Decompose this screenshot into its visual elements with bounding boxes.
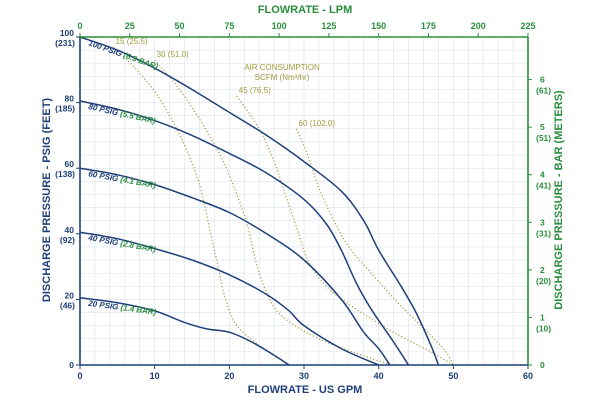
x-top-tick-label: 75: [224, 21, 234, 31]
air-consumption-line-label: 60 (102.0): [299, 119, 336, 128]
x-bottom-axis-title: FLOWRATE - US GPM: [248, 384, 363, 396]
y-right-tick-label: 4: [540, 170, 545, 180]
y-right-tick-label: 5: [540, 122, 545, 132]
x-top-tick-label: 50: [175, 21, 185, 31]
x-top-tick-label: 225: [520, 21, 535, 31]
tick-labels: 0 10 20 30 40 50 600 25 50 75 100 125 150 175 200 22510…: [55, 21, 551, 381]
x-bottom-tick-label: 10: [150, 371, 160, 381]
air-consumption-units: SCFM (Nm³/hr): [255, 73, 310, 82]
y-right-axis-title: DISCHARGE PRESSURE - BAR (METERS): [553, 90, 565, 310]
x-top-tick-label: 125: [321, 21, 336, 31]
y-left-tick-label: 20: [65, 290, 75, 300]
air-consumption-title: AIR CONSUMPTION: [244, 63, 320, 72]
y-left-tick-sublabel: (185): [55, 104, 75, 114]
x-bottom-tick-label: 20: [224, 371, 234, 381]
y-right-tick-label: 1: [540, 312, 545, 322]
x-bottom-tick-label: 60: [523, 371, 533, 381]
y-left-tick-label: 0: [69, 360, 74, 370]
performance-curve-3: [79, 167, 391, 366]
y-right-tick-sublabel: (51): [536, 133, 551, 143]
performance-curve-label: 20 PSIG (1.4 BAR): [87, 299, 157, 317]
performance-curves: [79, 36, 440, 366]
air-consumption-line-label: 30 (51.0): [157, 50, 189, 59]
performance-curve-label: 40 PSIG (2.8 BAR): [87, 233, 157, 254]
y-left-tick-label: 100: [60, 28, 74, 38]
x-top-tick-label: 175: [421, 21, 436, 31]
air-consumption-line-label: 15 (25.5): [116, 37, 148, 46]
performance-curve-2: [79, 100, 410, 366]
y-left-tick-sublabel: (92): [60, 235, 75, 245]
y-left-tick-label: 60: [65, 159, 75, 169]
y-right-tick-sublabel: (61): [536, 86, 551, 96]
x-top-tick-label: 200: [471, 21, 486, 31]
x-top-tick-label: 25: [125, 21, 135, 31]
y-left-tick-sublabel: (46): [60, 300, 75, 310]
air-consumption-line-1: [113, 46, 290, 366]
performance-curve-4: [79, 231, 379, 366]
performance-curve-label: 80 PSIG (5.5 BAR): [88, 102, 157, 126]
y-left-tick-label: 80: [65, 94, 75, 104]
x-top-axis-title: FLOWRATE - LPM: [258, 4, 353, 16]
y-right-tick-sublabel: (31): [536, 228, 551, 238]
y-left-tick-sublabel: (231): [55, 38, 75, 48]
x-top-tick-label: 100: [272, 21, 287, 31]
x-bottom-tick-label: 0: [77, 371, 82, 381]
x-top-tick-label: 150: [371, 21, 386, 31]
y-right-tick-label: 6: [540, 75, 545, 85]
y-right-tick-sublabel: (41): [536, 181, 551, 191]
air-consumption-line-2: [154, 59, 394, 366]
air-consumption-line-label: 45 (76.5): [239, 86, 271, 95]
x-bottom-tick-label: 40: [374, 371, 384, 381]
y-left-tick-label: 40: [65, 225, 75, 235]
y-right-tick-label: 3: [540, 217, 545, 227]
x-top-tick-label: 0: [77, 21, 82, 31]
y-right-tick-sublabel: (10): [536, 323, 551, 333]
y-left-tick-sublabel: (138): [55, 169, 75, 179]
y-left-axis-title: DISCHARGE PRESSURE - PSIG (FEET): [41, 98, 53, 302]
y-right-tick-sublabel: (20): [536, 276, 551, 286]
performance-curve-label: 60 PSIG (4.1 BAR): [88, 169, 157, 190]
grid: [79, 36, 529, 366]
air-consumption-lines: [113, 46, 454, 366]
performance-curve-1: [79, 36, 440, 366]
y-right-tick-label: 0: [540, 360, 545, 370]
air-consumption-line-3: [236, 95, 454, 366]
performance-curve-5: [79, 297, 290, 366]
x-bottom-tick-label: 30: [299, 371, 309, 381]
x-bottom-tick-label: 50: [448, 371, 458, 381]
y-right-tick-label: 2: [540, 265, 545, 275]
